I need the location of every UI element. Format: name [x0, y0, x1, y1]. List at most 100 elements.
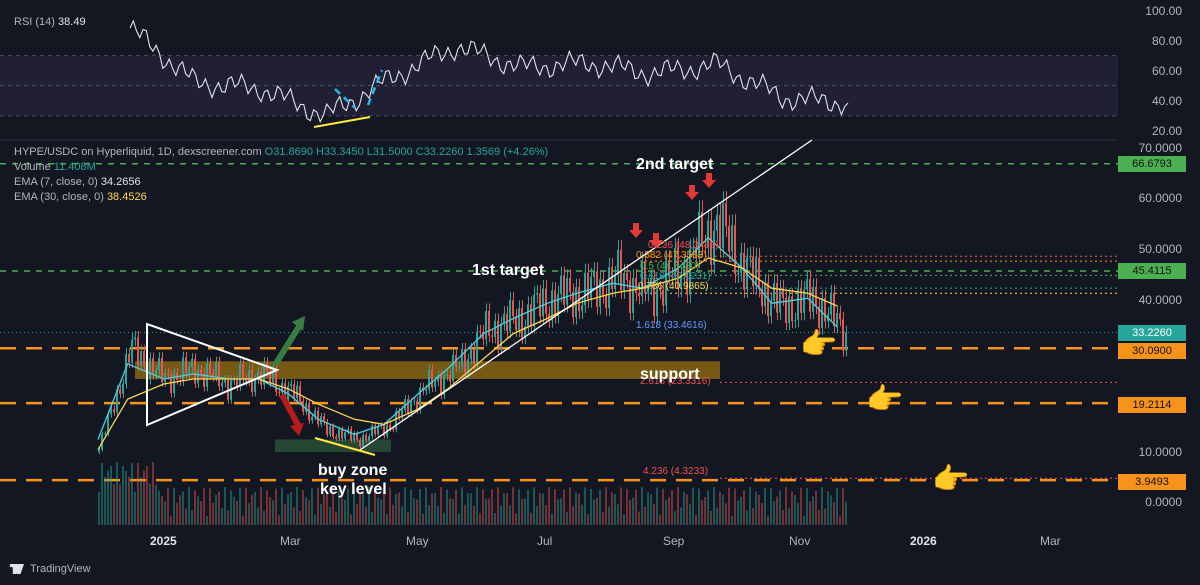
volume-bar [494, 513, 496, 525]
candle-body [608, 267, 610, 309]
candle-body [668, 259, 670, 277]
volume-bar [158, 490, 160, 525]
candle-body [560, 275, 562, 295]
fib-label: 0.382 (47.3583) [636, 250, 707, 261]
volume-bar [620, 487, 622, 525]
candle-body [806, 279, 808, 290]
candle-body [104, 433, 106, 435]
candle-body [527, 304, 529, 327]
volume-bar [407, 512, 409, 525]
volume-bar [572, 506, 574, 525]
volume-bar [230, 490, 232, 525]
volume-bar [530, 512, 532, 525]
volume-bar [608, 506, 610, 525]
candle-body [788, 296, 790, 323]
candle-body [842, 319, 844, 351]
candle-body [221, 382, 223, 387]
volume-bar [437, 506, 439, 525]
red-arrow-head [290, 423, 304, 436]
price-tag-last: 33.2260 [1118, 325, 1186, 341]
candle-body [122, 383, 124, 395]
candle-body [620, 249, 622, 291]
volume-bar [251, 494, 253, 525]
candle-body [728, 226, 730, 252]
candle-body [131, 339, 133, 363]
candle-body [515, 316, 517, 331]
volume-bar [482, 489, 484, 525]
time-tick: Sep [663, 534, 685, 548]
candle-body [485, 311, 487, 340]
volume-bar [845, 501, 847, 525]
candle-body [209, 363, 211, 374]
candle-body [374, 425, 376, 435]
volume-bar [431, 493, 433, 525]
candle-body [239, 364, 241, 387]
volume-bar [680, 507, 682, 525]
candle-body [323, 416, 325, 423]
volume-bar [458, 513, 460, 525]
candle-body [557, 294, 559, 317]
green-arrow [272, 323, 303, 367]
volume-bar [470, 493, 472, 525]
candle-body [782, 288, 784, 298]
volume-bar [314, 514, 316, 525]
candle-body [215, 362, 217, 377]
candle-body [785, 297, 787, 323]
candle-body [377, 426, 379, 435]
candle-body [665, 259, 667, 306]
candle-body [233, 380, 235, 382]
volume-bar [791, 491, 793, 525]
candle-body [644, 260, 646, 294]
volume-bar [491, 489, 493, 525]
volume-bar [710, 510, 712, 525]
candle-body [539, 293, 541, 317]
candle-body [809, 279, 811, 312]
volume-bar [269, 497, 271, 525]
candle-body [590, 276, 592, 300]
volume-bar [653, 504, 655, 525]
volume-bar [275, 488, 277, 525]
fib-label: 0.5 (44.5480) [640, 261, 700, 272]
pointing-hand-icon: 👉 [866, 383, 904, 416]
volume-bar [740, 496, 742, 525]
candle-body [365, 435, 367, 441]
volume-bar [752, 507, 754, 525]
volume-bar [404, 487, 406, 525]
candle-body [671, 276, 673, 278]
divergence-line [314, 437, 376, 456]
volume-bar [599, 489, 601, 525]
candle-body [833, 293, 835, 327]
fib-label: 0.236 (48.3433) [648, 240, 719, 251]
candle-body [779, 288, 781, 313]
candle-body [581, 305, 583, 312]
volume-bar [392, 504, 394, 525]
volume-bar [317, 487, 319, 525]
candle-body [656, 289, 658, 317]
volume-bar [440, 487, 442, 525]
volume-bar [422, 513, 424, 525]
candle-body [467, 359, 469, 373]
volume-bar [800, 487, 802, 525]
volume-bar [512, 487, 514, 525]
candle-body [185, 357, 187, 374]
candle-body [290, 384, 292, 387]
candle-body [410, 401, 412, 414]
tradingview-branding[interactable]: TradingView [10, 563, 91, 575]
volume-bar [416, 499, 418, 525]
volume-bar [206, 515, 208, 525]
candle-body [536, 293, 538, 295]
time-tick: May [406, 534, 429, 548]
candle-body [119, 389, 121, 395]
volume-bar [374, 489, 376, 525]
candle-body [368, 436, 370, 441]
candle-body [659, 289, 661, 291]
candle-body [563, 275, 565, 305]
candle-body [116, 389, 118, 413]
candle-layer [98, 191, 847, 455]
candle-body [812, 286, 814, 312]
volume-bar [839, 516, 841, 525]
rsi-tick: 100.00 [1145, 4, 1182, 18]
candle-body [149, 358, 151, 380]
volume-bar [479, 512, 481, 525]
